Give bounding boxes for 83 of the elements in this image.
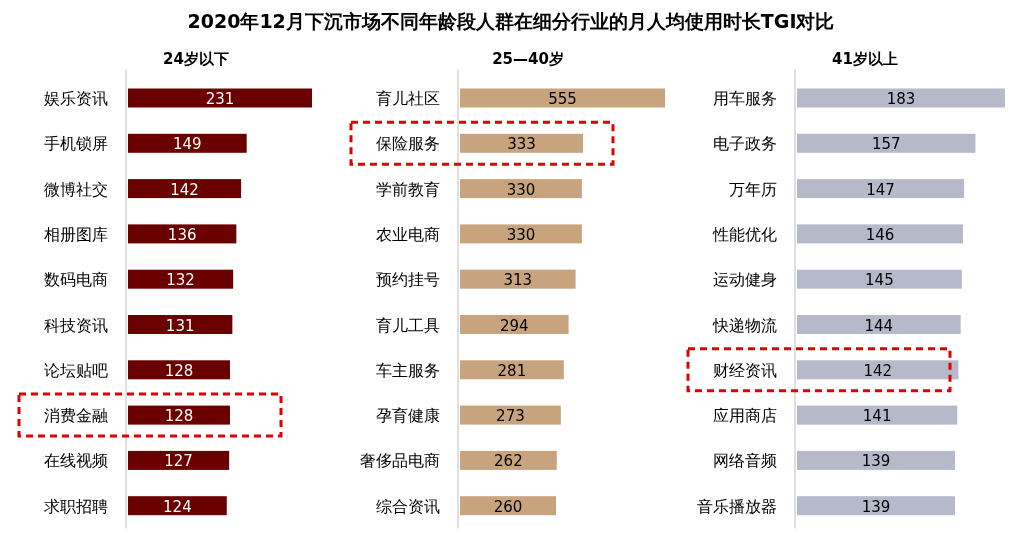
y-tick-label: 育儿社区 — [376, 89, 440, 108]
y-tick-label: 性能优化 — [712, 224, 777, 244]
y-tick-label: 运动健身 — [713, 270, 777, 290]
data-label: 146 — [865, 225, 895, 244]
y-tick-label: 求职招聘 — [44, 496, 108, 516]
data-label: 281 — [497, 361, 527, 380]
data-label: 294 — [499, 316, 529, 335]
data-label: 131 — [165, 316, 195, 335]
bar — [128, 133, 247, 153]
bar — [460, 179, 582, 199]
bar — [128, 315, 233, 334]
data-label: 157 — [871, 135, 901, 154]
y-tick-label: 科技资讯 — [44, 315, 108, 335]
data-label: 141 — [862, 407, 892, 426]
bar — [128, 224, 237, 244]
y-tick-label: 数码电商 — [44, 270, 108, 290]
y-tick-label: 音乐播放器 — [697, 496, 777, 516]
bar — [460, 360, 564, 380]
data-label: 132 — [166, 271, 195, 290]
data-label: 142 — [170, 180, 199, 199]
y-tick-label: 育儿工具 — [376, 315, 440, 335]
data-label: 330 — [506, 180, 536, 199]
data-label: 333 — [507, 135, 536, 154]
y-tick-label: 论坛贴吧 — [44, 360, 108, 380]
data-label: 149 — [173, 135, 202, 154]
data-label: 555 — [548, 90, 577, 108]
data-label: 260 — [493, 497, 523, 516]
y-tick-label: 相册图库 — [44, 224, 108, 244]
text: 2020年12月下沉市场不同年龄段人群在细分行业的月人均使用时长TGI对比 — [187, 10, 835, 32]
bar — [460, 450, 557, 470]
bar — [128, 405, 230, 425]
bar — [128, 269, 234, 289]
y-tick-label: 用车服务 — [713, 89, 777, 108]
chart-subtitle: 41岁以上 — [832, 50, 898, 68]
y-tick-label: 快递物流 — [712, 315, 777, 335]
data-label: 145 — [865, 271, 894, 290]
bar — [460, 405, 561, 425]
bar — [128, 88, 312, 108]
bar — [460, 315, 569, 334]
y-tick-label: 保险服务 — [376, 134, 440, 154]
data-label: 128 — [164, 407, 194, 426]
data-label: 142 — [863, 361, 893, 380]
data-label: 231 — [205, 90, 235, 108]
data-label: 124 — [163, 497, 192, 516]
y-tick-label: 消费金融 — [44, 406, 108, 426]
data-label: 144 — [864, 316, 894, 335]
y-tick-label: 预约挂号 — [376, 270, 440, 290]
y-tick-label: 车主服务 — [376, 360, 440, 380]
bar — [460, 88, 665, 108]
y-tick-label: 在线视频 — [44, 451, 108, 471]
y-tick-label: 财经资讯 — [713, 360, 777, 380]
y-tick-label: 手机锁屏 — [44, 134, 108, 154]
y-tick-label: 网络音频 — [713, 451, 777, 471]
chart-subtitle: 25—40岁 — [492, 50, 564, 68]
bar — [460, 269, 576, 289]
data-label: 139 — [861, 452, 891, 471]
data-label: 139 — [861, 497, 891, 516]
bar — [128, 450, 230, 470]
y-tick-label: 奢侈品电商 — [360, 451, 440, 471]
data-label: 330 — [506, 225, 536, 244]
data-label: 147 — [866, 180, 895, 199]
bar — [128, 360, 230, 380]
y-tick-label: 娱乐资讯 — [44, 89, 108, 108]
y-tick-label: 学前教育 — [376, 179, 440, 199]
chart-subtitle: 24岁以下 — [163, 50, 229, 68]
bar — [128, 496, 227, 516]
y-tick-label: 电子政务 — [713, 134, 777, 154]
bar — [460, 133, 583, 153]
y-tick-label: 微博社交 — [44, 179, 108, 199]
data-label: 273 — [496, 407, 525, 426]
bar — [460, 224, 582, 244]
data-label: 313 — [503, 271, 533, 290]
bar — [128, 179, 242, 199]
y-tick-label: 万年历 — [729, 179, 777, 199]
data-label: 183 — [886, 90, 916, 108]
data-label: 262 — [494, 452, 523, 471]
y-tick-label: 农业电商 — [376, 224, 440, 244]
y-tick-label: 应用商店 — [713, 406, 777, 426]
y-tick-label: 综合资讯 — [376, 496, 440, 516]
data-label: 127 — [164, 452, 193, 471]
data-label: 128 — [164, 361, 194, 380]
data-label: 136 — [167, 225, 197, 244]
y-tick-label: 孕育健康 — [376, 406, 440, 426]
